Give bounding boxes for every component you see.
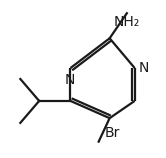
Text: N: N [65, 73, 75, 87]
Text: Br: Br [105, 126, 120, 140]
Text: N: N [138, 61, 149, 75]
Text: NH₂: NH₂ [114, 15, 140, 29]
